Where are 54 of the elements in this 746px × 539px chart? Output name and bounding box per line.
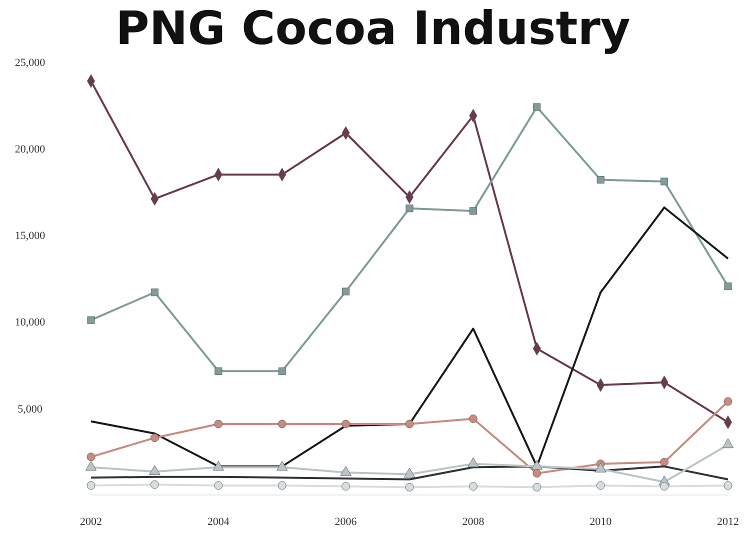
- point: [594, 462, 606, 472]
- x-tick-label: 2012: [717, 516, 739, 528]
- point: [342, 482, 350, 491]
- point: [212, 460, 224, 471]
- point: [214, 367, 222, 375]
- y-tick-label: 5,000: [18, 403, 43, 416]
- point: [276, 460, 288, 471]
- point: [85, 460, 97, 471]
- point: [406, 204, 414, 212]
- point: [724, 481, 732, 490]
- x-tick-label: 2002: [80, 516, 102, 528]
- point: [722, 438, 734, 448]
- y-tick-label: 15,000: [14, 230, 46, 242]
- point: [660, 458, 669, 466]
- point: [149, 465, 160, 475]
- point: [468, 414, 478, 424]
- point: [596, 481, 605, 490]
- point: [532, 469, 542, 478]
- x-tick-label: 2010: [590, 516, 612, 528]
- point: [87, 316, 95, 324]
- point: [86, 452, 96, 462]
- point: [660, 178, 668, 186]
- point: [342, 288, 350, 296]
- y-tick-label: 10,000: [14, 316, 46, 329]
- point: [469, 207, 477, 215]
- point: [404, 468, 416, 478]
- y-tick-label: 20,000: [14, 143, 46, 156]
- point: [214, 420, 223, 428]
- x-tick-label: 2008: [462, 516, 485, 528]
- point: [278, 367, 286, 375]
- point: [532, 482, 542, 492]
- point: [340, 466, 352, 476]
- x-tick-label: 2006: [334, 516, 358, 528]
- point: [150, 288, 158, 296]
- point: [724, 282, 732, 290]
- x-tick-label: 2004: [207, 516, 230, 528]
- point: [468, 482, 478, 491]
- point: [86, 481, 96, 490]
- point: [533, 103, 541, 111]
- point: [724, 397, 732, 406]
- point: [214, 481, 223, 490]
- point: [342, 420, 350, 428]
- point: [278, 481, 286, 490]
- point: [278, 420, 286, 428]
- point: [405, 482, 414, 492]
- point: [531, 460, 543, 470]
- point: [468, 457, 479, 468]
- point: [405, 420, 414, 428]
- y-tick-label: 25,000: [14, 56, 46, 69]
- point: [150, 434, 159, 442]
- chart-title: PNG Cocoa Industry: [116, 1, 630, 55]
- point: [596, 176, 604, 184]
- point: [150, 480, 159, 489]
- point: [660, 482, 669, 491]
